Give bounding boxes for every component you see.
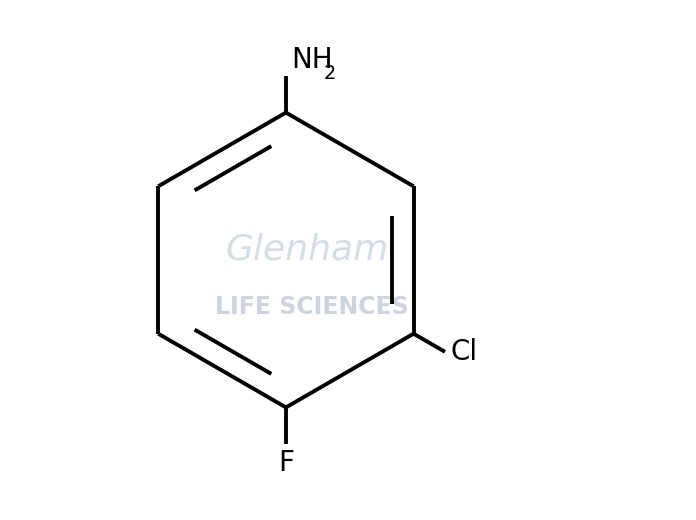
Text: NH: NH (291, 46, 333, 74)
Text: F: F (278, 449, 294, 477)
Text: LIFE SCIENCES: LIFE SCIENCES (215, 294, 409, 319)
Text: Cl: Cl (450, 338, 477, 366)
Text: Glenham: Glenham (225, 232, 388, 267)
Text: 2: 2 (323, 64, 335, 83)
